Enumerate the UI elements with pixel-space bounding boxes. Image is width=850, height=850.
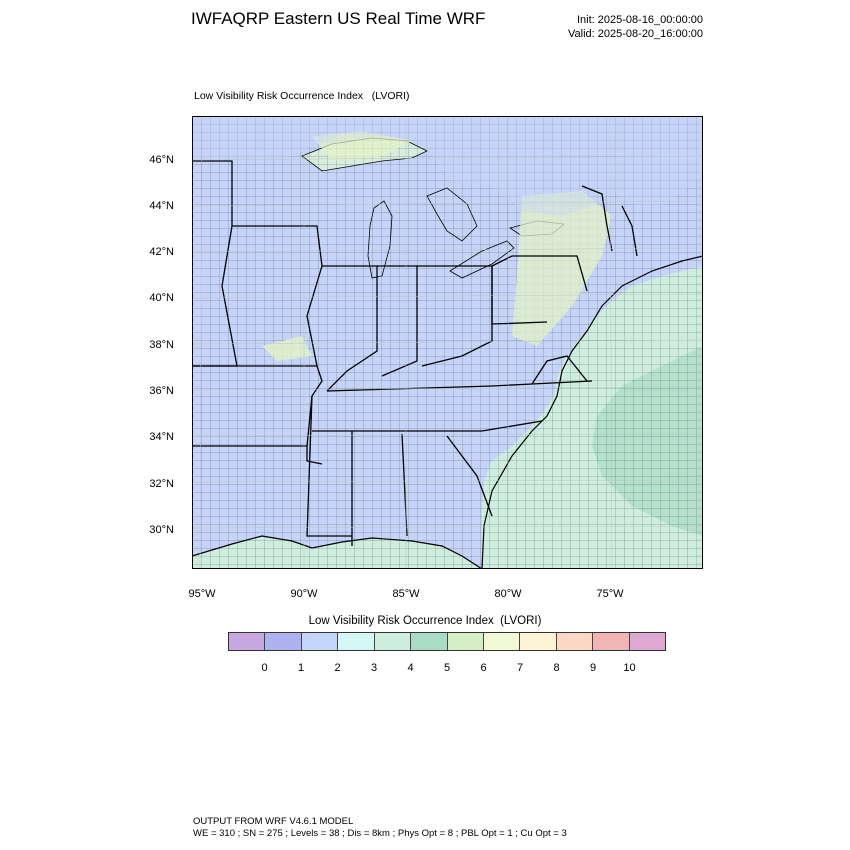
midwest-high-area bbox=[262, 336, 312, 361]
page-title: IWFAQRP Eastern US Real Time WRF bbox=[191, 9, 486, 28]
lat-label-30: 30°N bbox=[149, 524, 174, 536]
model-info-line1: OUTPUT FROM WRF V4.6.1 MODEL bbox=[193, 816, 354, 827]
graticule bbox=[191, 115, 704, 570]
lat-label-36: 36°N bbox=[149, 385, 174, 397]
coastline bbox=[481, 255, 704, 570]
colorbar-box-11 bbox=[629, 633, 666, 650]
colorbar-label-0: 0 bbox=[261, 662, 268, 674]
colorbar-box-8 bbox=[520, 633, 557, 650]
lon-label-85: 85°W bbox=[392, 588, 420, 600]
canada-region bbox=[192, 116, 703, 216]
upper-peninsula-area bbox=[312, 131, 412, 161]
valid-time: Valid: 2025-08-20_16:00:00 bbox=[568, 28, 703, 40]
map-panel bbox=[191, 115, 704, 570]
colorbar-label-3: 3 bbox=[370, 662, 378, 674]
legend-title: Low Visibility Risk Occurrence Index (LV… bbox=[308, 615, 542, 627]
model-info: OUTPUT FROM WRF V4.6.1 MODEL WE = 310 ; … bbox=[193, 816, 567, 840]
lat-label-34: 34°N bbox=[149, 431, 174, 443]
colorbar-box-0 bbox=[229, 633, 266, 650]
lon-label-80: 80°W bbox=[494, 588, 522, 600]
colorbar-label-4: 4 bbox=[407, 662, 414, 674]
colorbar-label-6: 6 bbox=[480, 662, 487, 674]
lon-label-75: 75°W bbox=[596, 588, 624, 600]
lon-label-95: 95°W bbox=[188, 588, 216, 600]
colorbar-box-3 bbox=[338, 633, 375, 650]
colorbar-box-1 bbox=[265, 633, 302, 650]
lat-label-40: 40°N bbox=[149, 292, 174, 304]
colorbar-box-6 bbox=[447, 633, 484, 650]
colorbar-label-1: 1 bbox=[297, 662, 305, 674]
map-svg bbox=[191, 115, 704, 570]
lat-label-46: 46°N bbox=[149, 154, 174, 166]
time-info: Init: 2025-08-16_00:00:00 Valid: 2025-08… bbox=[568, 13, 703, 41]
colorbar-label-8: 8 bbox=[553, 662, 560, 674]
colorbar-box-5 bbox=[411, 633, 448, 650]
colorbar-label-10: 10 bbox=[623, 662, 636, 674]
northeast-high-area bbox=[512, 191, 612, 346]
lat-label-44: 44°N bbox=[149, 200, 174, 212]
colorbar-box-2 bbox=[301, 633, 339, 650]
lat-label-42: 42°N bbox=[149, 246, 174, 258]
lon-label-90: 90°W bbox=[290, 588, 318, 600]
lat-label-38: 38°N bbox=[149, 339, 174, 351]
gulf-coastline bbox=[191, 535, 483, 570]
lat-label-32: 32°N bbox=[149, 478, 174, 490]
colorbar-box-4 bbox=[374, 633, 412, 650]
colorbar-label-2: 2 bbox=[334, 662, 341, 674]
colorbar-label-7: 7 bbox=[516, 662, 524, 674]
colorbar-label-5: 5 bbox=[443, 662, 451, 674]
colorbar-label-9: 9 bbox=[589, 662, 597, 674]
model-info-line2: WE = 310 ; SN = 275 ; Levels = 38 ; Dis … bbox=[193, 828, 567, 839]
colorbar-box-9 bbox=[556, 633, 594, 650]
init-time: Init: 2025-08-16_00:00:00 bbox=[577, 14, 703, 26]
colorbar-box-7 bbox=[483, 633, 521, 650]
colorbar-box-10 bbox=[593, 633, 630, 650]
colorbar bbox=[228, 632, 666, 651]
map-border bbox=[192, 116, 703, 569]
map-subtitle: Low Visibility Risk Occurrence Index (LV… bbox=[194, 90, 410, 102]
